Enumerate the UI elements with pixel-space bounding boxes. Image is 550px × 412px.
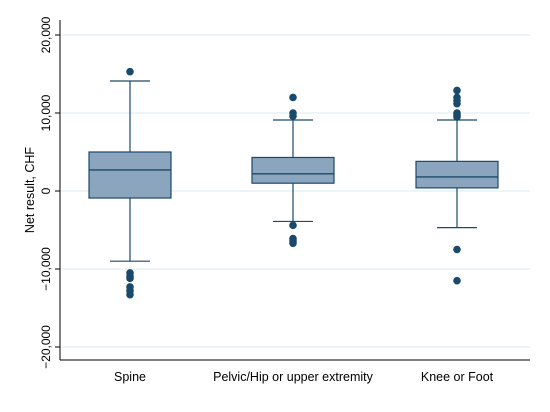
box-group — [88, 67, 172, 299]
outlier-point — [453, 113, 461, 121]
box-iqr — [88, 151, 172, 199]
x-axis-category-labels: Spine Pelvic/Hip or upper extremity Knee o… — [114, 370, 494, 384]
box-group — [251, 93, 335, 248]
box-iqr — [251, 156, 335, 184]
box-iqr — [415, 160, 499, 189]
outlier-point — [289, 239, 297, 248]
outlier-point — [126, 290, 134, 299]
outlier-point — [126, 274, 134, 283]
x-category-label: Spine — [114, 370, 146, 384]
outlier-point — [289, 93, 297, 102]
outlier-point — [453, 276, 461, 285]
outlier-point — [453, 86, 461, 95]
axes — [59, 20, 530, 361]
outlier-point — [453, 99, 461, 108]
box-plot-series — [88, 67, 499, 299]
y-axis-ticks: −20,000 −10,000 0 10,000 20,000 — [39, 16, 60, 369]
outlier-point — [289, 221, 297, 230]
x-category-label: Pelvic/Hip or upper extremity — [213, 370, 374, 384]
outlier-point — [453, 245, 461, 254]
y-tick-label: 0 — [39, 187, 53, 194]
box-group — [415, 86, 499, 285]
outlier-point — [289, 112, 297, 120]
y-axis-title: Net result, CHF — [23, 147, 37, 233]
y-tick-label: 10,000 — [39, 94, 53, 131]
x-category-label: Knee or Foot — [421, 370, 494, 384]
y-tick-label: 20,000 — [39, 16, 53, 53]
outlier-point — [126, 67, 134, 76]
y-tick-label: −20,000 — [39, 325, 53, 369]
y-tick-label: −10,000 — [39, 247, 53, 291]
